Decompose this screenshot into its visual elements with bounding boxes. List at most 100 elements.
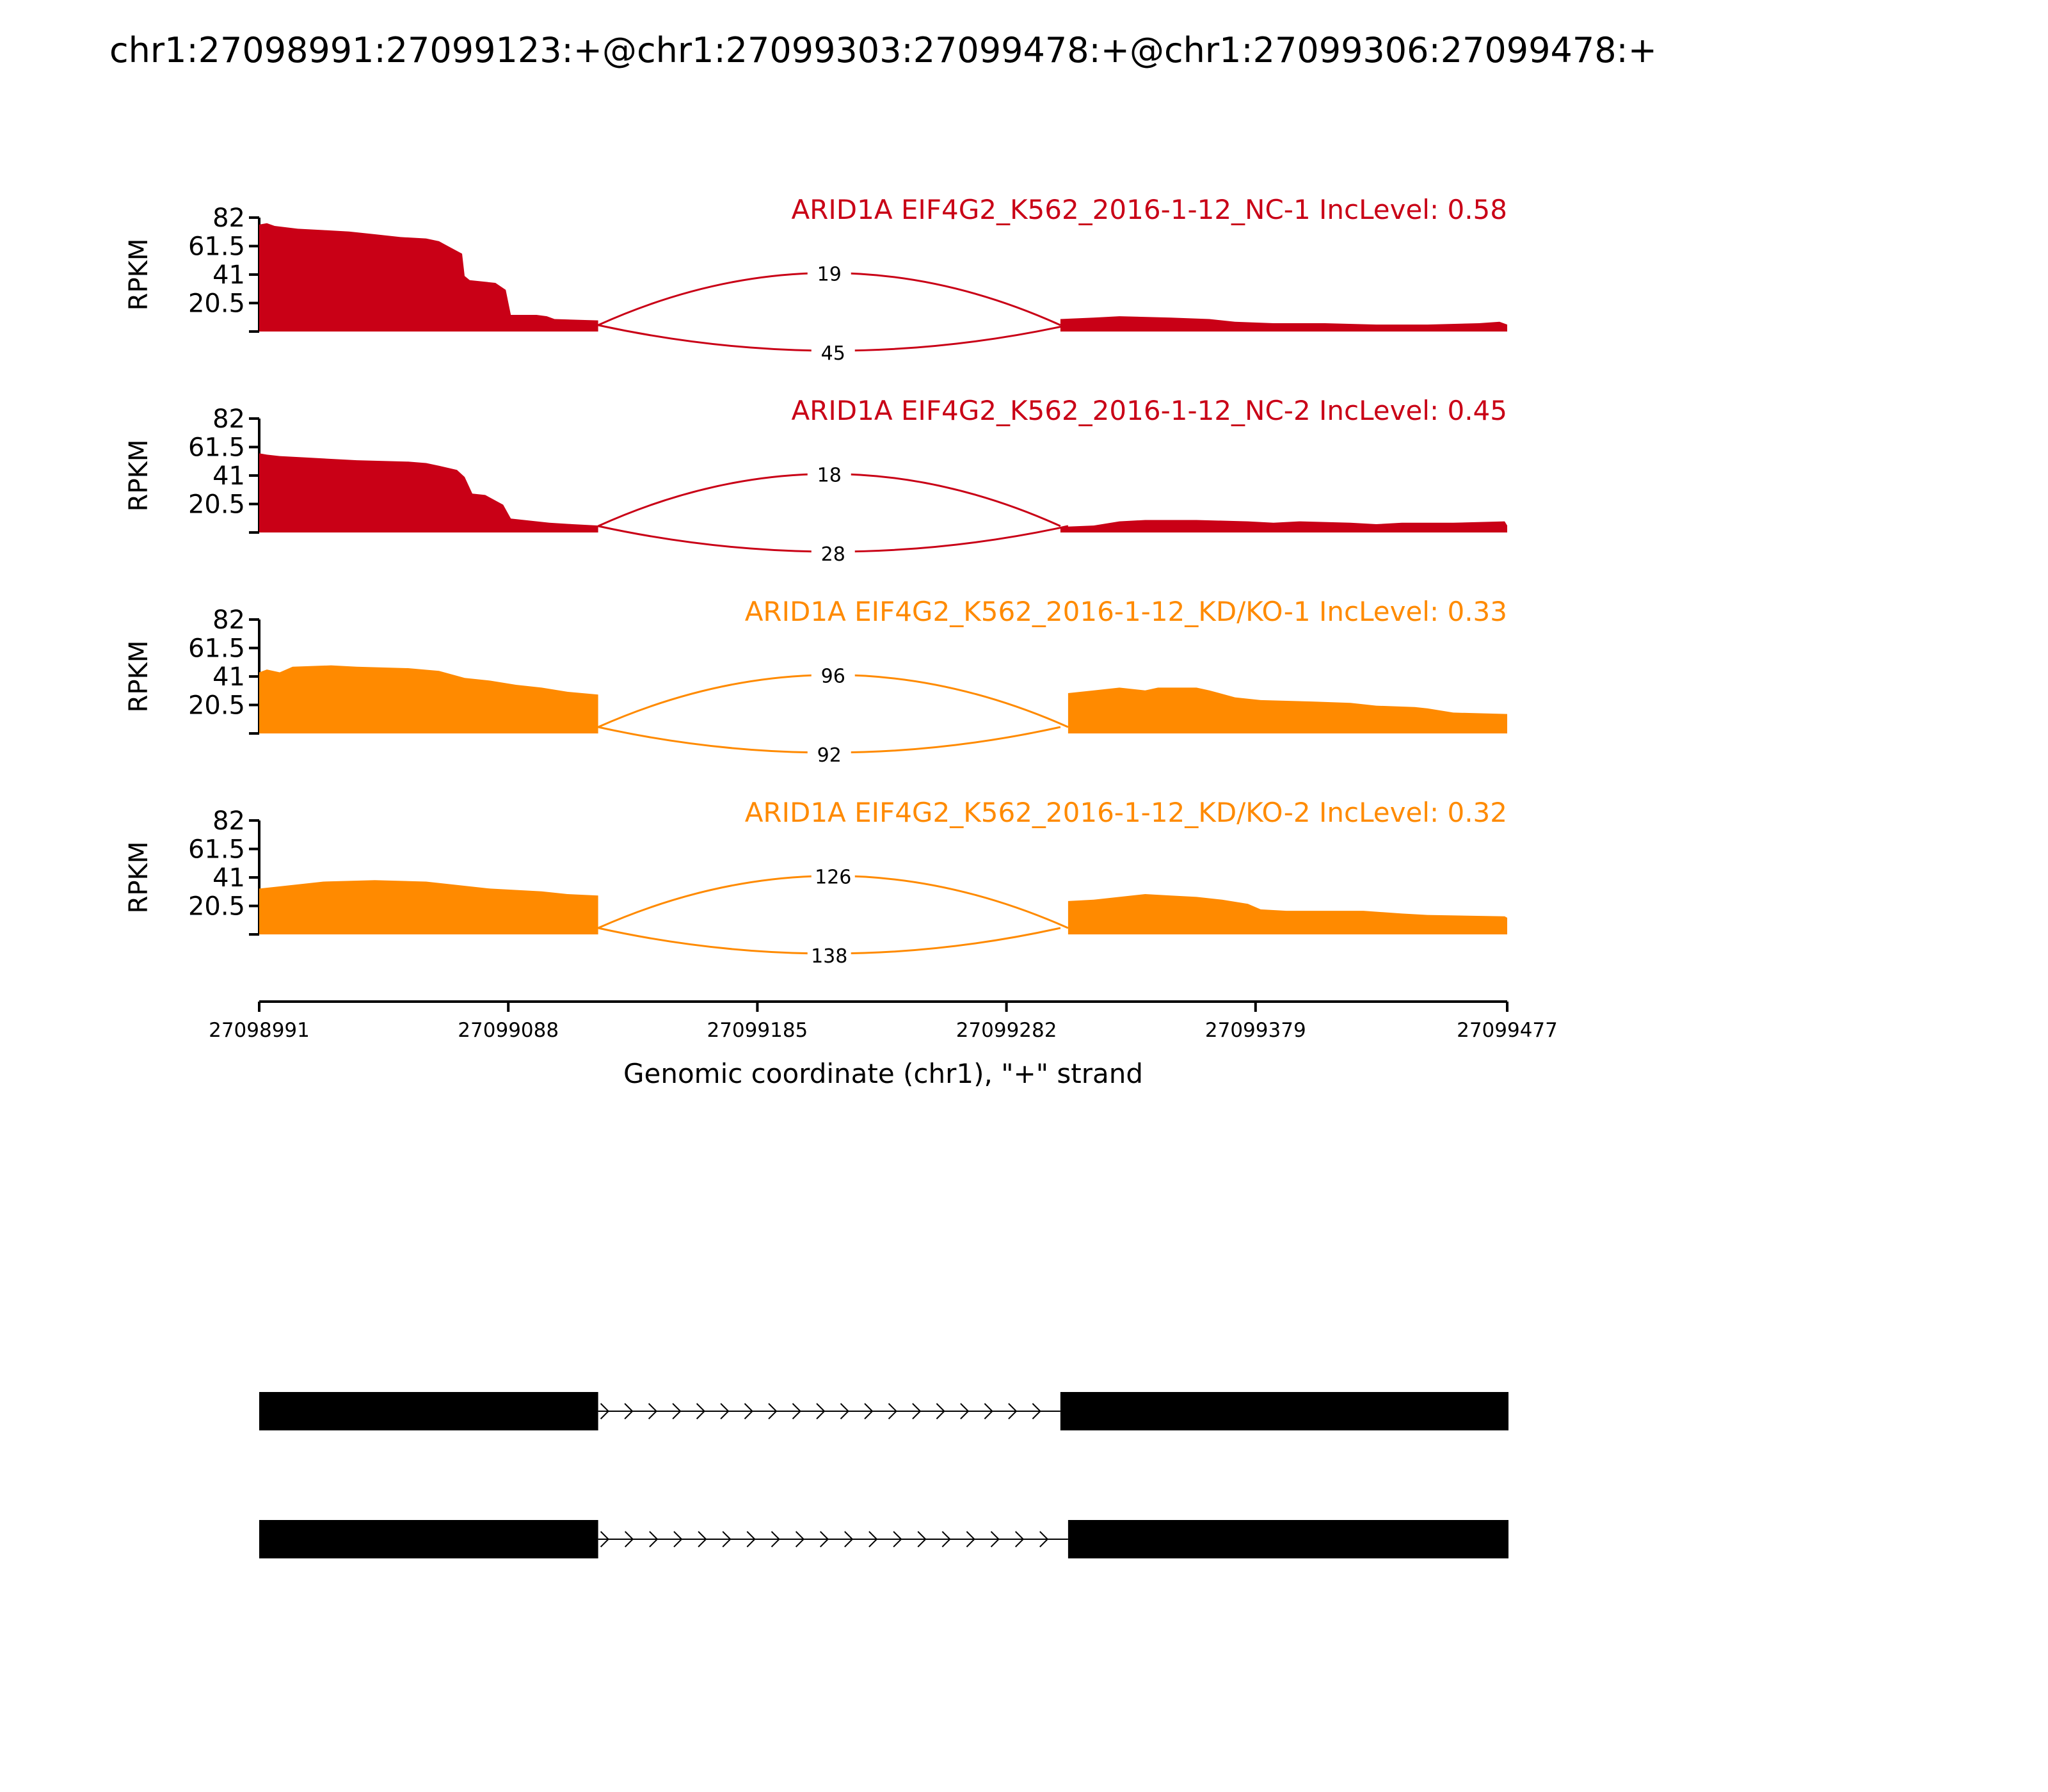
strand-arrow <box>984 1403 993 1420</box>
x-tick-label: 27098991 <box>209 1019 310 1042</box>
y-tick-label: 20.5 <box>188 892 245 922</box>
panel-label: ARID1A EIF4G2_K562_2016-1-12_NC-1 IncLev… <box>791 194 1507 225</box>
x-tick-label: 27099379 <box>1205 1019 1306 1042</box>
strand-arrow <box>722 1531 732 1548</box>
panel-label: ARID1A EIF4G2_K562_2016-1-12_KD/KO-1 Inc… <box>745 596 1507 627</box>
strand-arrow <box>868 1531 878 1548</box>
strand-arrow <box>648 1403 658 1420</box>
strand-arrow <box>696 1403 706 1420</box>
strand-arrow <box>744 1403 753 1420</box>
strand-arrow <box>840 1403 849 1420</box>
strand-arrow <box>792 1403 801 1420</box>
strand-arrow <box>771 1531 780 1548</box>
coverage-area-1 <box>259 665 598 733</box>
transcript-1 <box>259 1392 1508 1430</box>
coverage-area-2 <box>1068 894 1507 934</box>
junction-count: 18 <box>817 465 842 487</box>
y-tick-label: 82 <box>212 605 245 635</box>
junction-label-bg <box>807 264 851 286</box>
exon-2 <box>1068 1520 1508 1558</box>
strand-arrow <box>1014 1531 1025 1548</box>
junction-count: 19 <box>817 264 842 286</box>
junction-count: 28 <box>821 543 845 566</box>
strand-arrow <box>966 1531 975 1548</box>
junction-label-bg <box>807 745 851 767</box>
strand-arrow <box>672 1403 682 1420</box>
junction-label-bg <box>811 666 855 688</box>
y-tick-label: 41 <box>212 461 245 491</box>
exon-1 <box>259 1520 598 1558</box>
chart-title: chr1:27098991:27099123:+@chr1:27099303:2… <box>109 30 1657 70</box>
strand-arrow <box>990 1531 1000 1548</box>
coverage-area-2 <box>1068 687 1507 733</box>
x-tick-label: 27099088 <box>458 1019 559 1042</box>
junction-label-bg <box>807 465 851 487</box>
strand-arrow <box>893 1531 902 1548</box>
junction-count: 138 <box>811 945 847 968</box>
y-tick-label: 61.5 <box>188 433 245 463</box>
junction-count: 126 <box>815 867 851 889</box>
strand-arrow <box>673 1531 683 1548</box>
junction-count: 92 <box>817 744 842 767</box>
coverage-area-2 <box>1060 316 1507 332</box>
strand-arrow <box>600 1531 610 1548</box>
panel-label: ARID1A EIF4G2_K562_2016-1-12_KD/KO-2 Inc… <box>745 797 1507 828</box>
strand-arrow <box>819 1531 829 1548</box>
y-tick-label: 61.5 <box>188 232 245 262</box>
junction-label-bg <box>811 343 855 365</box>
strand-arrow <box>600 1403 610 1420</box>
y-tick-label: 41 <box>212 662 245 692</box>
x-axis: 27098991 27099088 27099185 27099282 27099379… <box>209 1000 1558 1042</box>
y-tick-label: 41 <box>212 260 245 290</box>
strand-arrow <box>864 1403 874 1420</box>
y-tick-label: 61.5 <box>188 634 245 664</box>
y-tick-label: 82 <box>212 806 245 836</box>
x-tick-label: 27099185 <box>707 1019 808 1042</box>
strand-arrow <box>720 1403 730 1420</box>
y-tick-label: 20.5 <box>188 289 245 319</box>
y-tick-label: 61.5 <box>188 835 245 865</box>
coverage-area-1 <box>259 223 598 332</box>
junction-label-bg <box>807 946 851 968</box>
y-axis-label: RPKM <box>124 440 154 512</box>
strand-arrow <box>1032 1403 1041 1420</box>
strand-arrow <box>912 1403 922 1420</box>
transcript-2 <box>259 1520 1508 1558</box>
strand-arrow <box>960 1403 970 1420</box>
x-axis-label: Genomic coordinate (chr1), "+" strand <box>623 1058 1143 1089</box>
strand-arrow <box>768 1403 778 1420</box>
y-tick-label: 82 <box>212 404 245 434</box>
strand-arrow <box>1039 1531 1049 1548</box>
y-tick-label: 20.5 <box>188 490 245 520</box>
junction-count: 45 <box>821 342 845 365</box>
x-tick-label: 27099477 <box>1457 1019 1558 1042</box>
y-axis-label: RPKM <box>124 239 154 311</box>
y-tick-label: 82 <box>212 204 245 233</box>
strand-arrow <box>844 1531 854 1548</box>
y-tick-label: 20.5 <box>188 691 245 721</box>
y-axis-label: RPKM <box>124 641 154 713</box>
coverage-area-1 <box>259 453 598 532</box>
junction-label-bg <box>811 544 855 566</box>
strand-arrow <box>649 1531 659 1548</box>
coverage-area-1 <box>259 880 598 934</box>
strand-arrow <box>936 1403 945 1420</box>
strand-arrow <box>1008 1403 1018 1420</box>
exon-1 <box>259 1392 598 1430</box>
y-tick-label: 41 <box>212 863 245 893</box>
strand-arrow <box>624 1531 634 1548</box>
transcript-models <box>259 1392 1508 1558</box>
strand-arrow <box>888 1403 897 1420</box>
exon-2 <box>1060 1392 1508 1430</box>
strand-arrow <box>917 1531 927 1548</box>
strand-arrow <box>624 1403 634 1420</box>
y-axis-label: RPKM <box>124 842 154 914</box>
junction-label-bg <box>811 867 855 889</box>
junction-count: 96 <box>821 666 845 688</box>
coverage-area-2 <box>1060 520 1507 532</box>
